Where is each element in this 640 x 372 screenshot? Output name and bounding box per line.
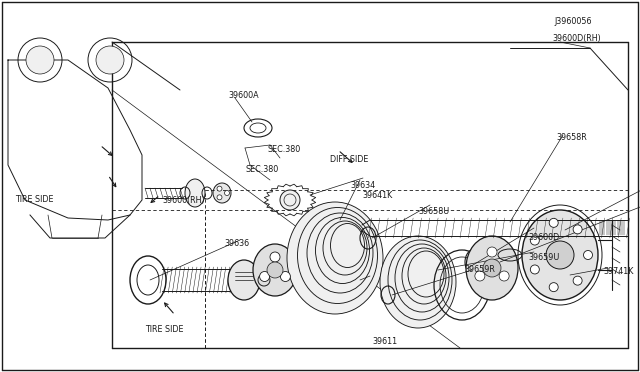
Text: J3960056: J3960056	[554, 17, 591, 26]
Text: 39600D: 39600D	[528, 234, 559, 243]
Ellipse shape	[253, 244, 297, 296]
Ellipse shape	[185, 179, 205, 207]
Circle shape	[96, 46, 124, 74]
Text: TIRE SIDE: TIRE SIDE	[15, 196, 54, 205]
Circle shape	[217, 195, 222, 200]
Text: 39600(RH): 39600(RH)	[162, 196, 205, 205]
Text: SEC.380: SEC.380	[245, 166, 278, 174]
Circle shape	[584, 250, 593, 260]
Circle shape	[280, 272, 291, 282]
Circle shape	[499, 271, 509, 281]
Text: 39636: 39636	[224, 240, 249, 248]
Circle shape	[546, 241, 574, 269]
Text: 39600D(RH): 39600D(RH)	[552, 33, 601, 42]
Circle shape	[531, 236, 540, 245]
Text: 39658R: 39658R	[556, 134, 587, 142]
Circle shape	[270, 252, 280, 262]
Text: 39658U: 39658U	[418, 208, 449, 217]
Text: 39659R: 39659R	[464, 266, 495, 275]
Ellipse shape	[522, 210, 598, 300]
Text: 39741K: 39741K	[603, 267, 634, 276]
Ellipse shape	[466, 236, 518, 300]
Circle shape	[573, 225, 582, 234]
Circle shape	[549, 218, 558, 227]
Ellipse shape	[228, 260, 260, 300]
Circle shape	[549, 283, 558, 292]
Circle shape	[531, 265, 540, 274]
Text: 39659U: 39659U	[528, 253, 559, 263]
Circle shape	[26, 46, 54, 74]
Circle shape	[475, 271, 485, 281]
Text: 39641K: 39641K	[362, 190, 392, 199]
Circle shape	[573, 276, 582, 285]
Ellipse shape	[380, 236, 456, 328]
Circle shape	[483, 259, 501, 277]
Circle shape	[280, 190, 300, 210]
Text: TIRE SIDE: TIRE SIDE	[145, 326, 184, 334]
Circle shape	[217, 186, 222, 191]
Text: 39634: 39634	[350, 182, 375, 190]
Circle shape	[487, 247, 497, 257]
Text: SEC.380: SEC.380	[268, 145, 301, 154]
Ellipse shape	[213, 183, 231, 203]
Ellipse shape	[287, 202, 383, 314]
Circle shape	[267, 262, 283, 278]
Circle shape	[225, 190, 230, 196]
Text: 39600A: 39600A	[228, 90, 259, 99]
Text: 39611: 39611	[372, 337, 397, 346]
Circle shape	[260, 272, 269, 282]
Text: DIFF SIDE: DIFF SIDE	[330, 155, 369, 164]
